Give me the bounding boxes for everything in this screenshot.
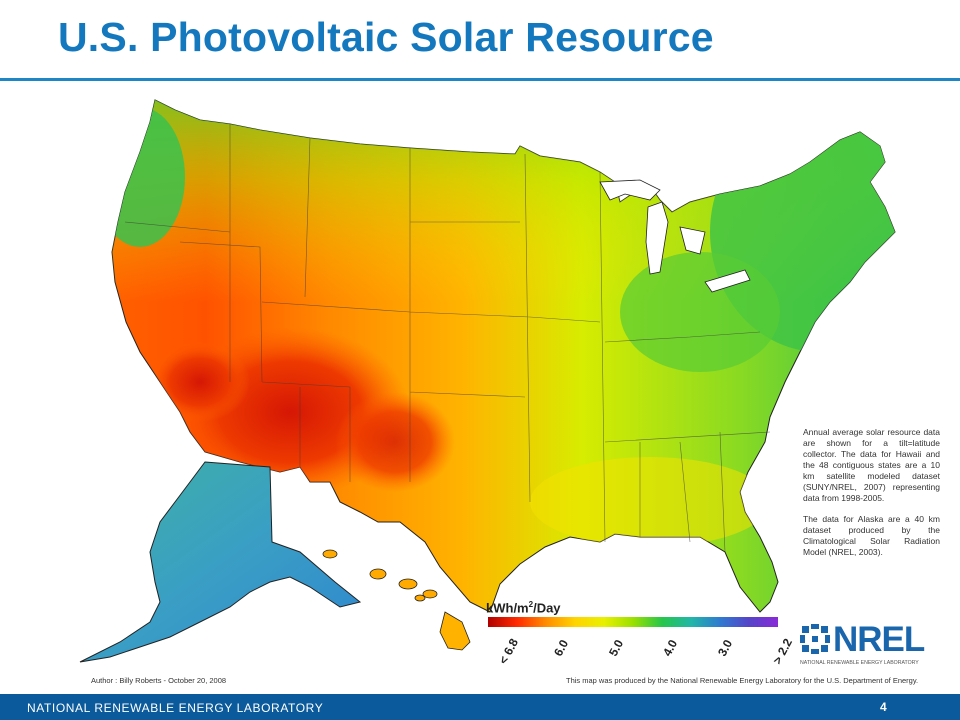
legend-unit-sup: 2 [528,600,534,609]
footer-bar: NATIONAL RENEWABLE ENERGY LABORATORY 4 [0,694,960,720]
nrel-logo-text: NREL [833,620,925,659]
description-hawaii-contiguous: Annual average solar resource data are s… [803,427,940,503]
solar-resource-map [79,99,896,663]
hawaii-islands [322,549,471,651]
legend-unit-suffix: /Day [533,600,561,616]
legend-unit-prefix: kWh/m [486,600,529,616]
slide-title: U.S. Photovoltaic Solar Resource [58,14,714,60]
nrel-logo: NREL NATIONAL RENEWABLE ENERGY LABORATOR… [800,620,930,668]
footer-organization: NATIONAL RENEWABLE ENERGY LABORATORY [27,701,324,715]
legend-title: kWh/m2/Day [486,600,561,615]
nrel-logo-subtitle: NATIONAL RENEWABLE ENERGY LABORATORY [800,660,919,666]
title-divider [0,78,960,81]
map-description: Annual average solar resource data are s… [803,427,940,568]
legend-color-bar [488,617,778,627]
map-credit: This map was produced by the National Re… [566,676,919,685]
nrel-logo-icon [800,624,830,654]
description-alaska: The data for Alaska are a 40 km dataset … [803,514,940,557]
page-number: 4 [880,700,887,714]
great-lakes [599,179,751,293]
map-author: Author : Billy Roberts - October 20, 200… [91,676,227,685]
alaska-shape [79,461,362,663]
